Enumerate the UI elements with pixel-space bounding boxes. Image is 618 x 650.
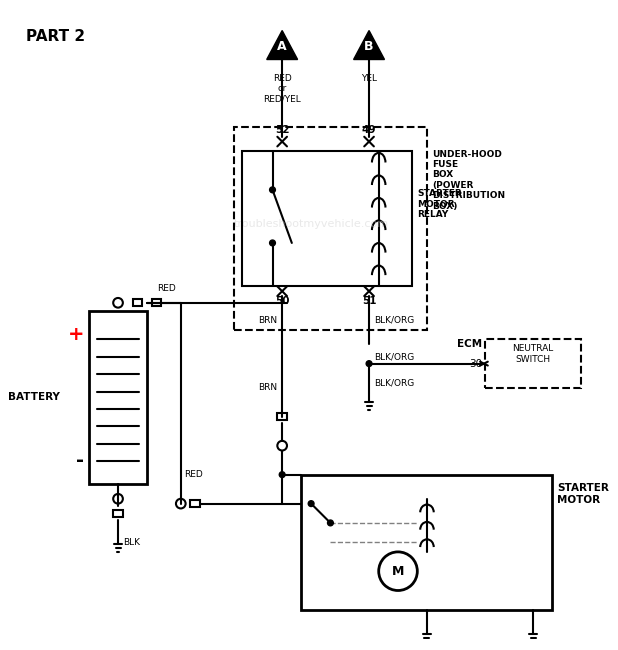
Bar xyxy=(152,300,161,306)
Text: PART 2: PART 2 xyxy=(27,29,85,44)
Text: RED: RED xyxy=(156,284,176,293)
Text: -: - xyxy=(76,450,84,470)
Text: B: B xyxy=(364,40,374,53)
Text: BLK: BLK xyxy=(123,538,140,547)
Bar xyxy=(234,127,427,330)
Text: BLK/ORG: BLK/ORG xyxy=(374,378,414,387)
Text: STARTER
MOTOR: STARTER MOTOR xyxy=(557,483,609,505)
Text: 30: 30 xyxy=(469,359,482,369)
Text: RED
or
RED/YEL: RED or RED/YEL xyxy=(263,74,301,104)
Text: 51: 51 xyxy=(362,296,376,306)
Text: STARTER
MOTOR
RELAY: STARTER MOTOR RELAY xyxy=(417,189,462,219)
Text: 52: 52 xyxy=(275,125,289,135)
Text: BLK/ORG: BLK/ORG xyxy=(374,316,414,324)
Text: BRN: BRN xyxy=(258,316,277,324)
Text: RED: RED xyxy=(184,470,203,479)
Text: BLK/ORG: BLK/ORG xyxy=(374,352,414,361)
Text: 50: 50 xyxy=(275,296,289,306)
Bar xyxy=(113,510,123,517)
Bar xyxy=(89,311,147,484)
Polygon shape xyxy=(353,31,384,60)
Circle shape xyxy=(269,240,276,246)
Bar xyxy=(302,474,552,610)
Text: +: + xyxy=(68,325,84,344)
Text: UNDER-HOOD
FUSE
BOX
(POWER
DISTRIBUTION
BOX): UNDER-HOOD FUSE BOX (POWER DISTRIBUTION … xyxy=(432,150,505,211)
Text: ECM: ECM xyxy=(457,339,482,350)
Circle shape xyxy=(366,361,372,367)
Text: A: A xyxy=(277,40,287,53)
Text: BRN: BRN xyxy=(258,384,277,392)
Text: M: M xyxy=(392,565,404,578)
Bar xyxy=(190,500,200,507)
Text: NEUTRAL
SWITCH: NEUTRAL SWITCH xyxy=(512,344,554,363)
Text: BATTERY: BATTERY xyxy=(8,393,60,402)
Bar xyxy=(132,300,142,306)
Polygon shape xyxy=(267,31,298,60)
Bar xyxy=(242,151,412,287)
Circle shape xyxy=(269,187,276,193)
Circle shape xyxy=(308,500,314,506)
Bar xyxy=(277,413,287,420)
Circle shape xyxy=(279,472,285,478)
Text: troubleshootmyvehicle.com: troubleshootmyvehicle.com xyxy=(234,218,389,229)
Text: YEL: YEL xyxy=(361,74,377,83)
Bar xyxy=(485,339,582,388)
Circle shape xyxy=(328,520,333,526)
Text: 49: 49 xyxy=(362,125,376,135)
